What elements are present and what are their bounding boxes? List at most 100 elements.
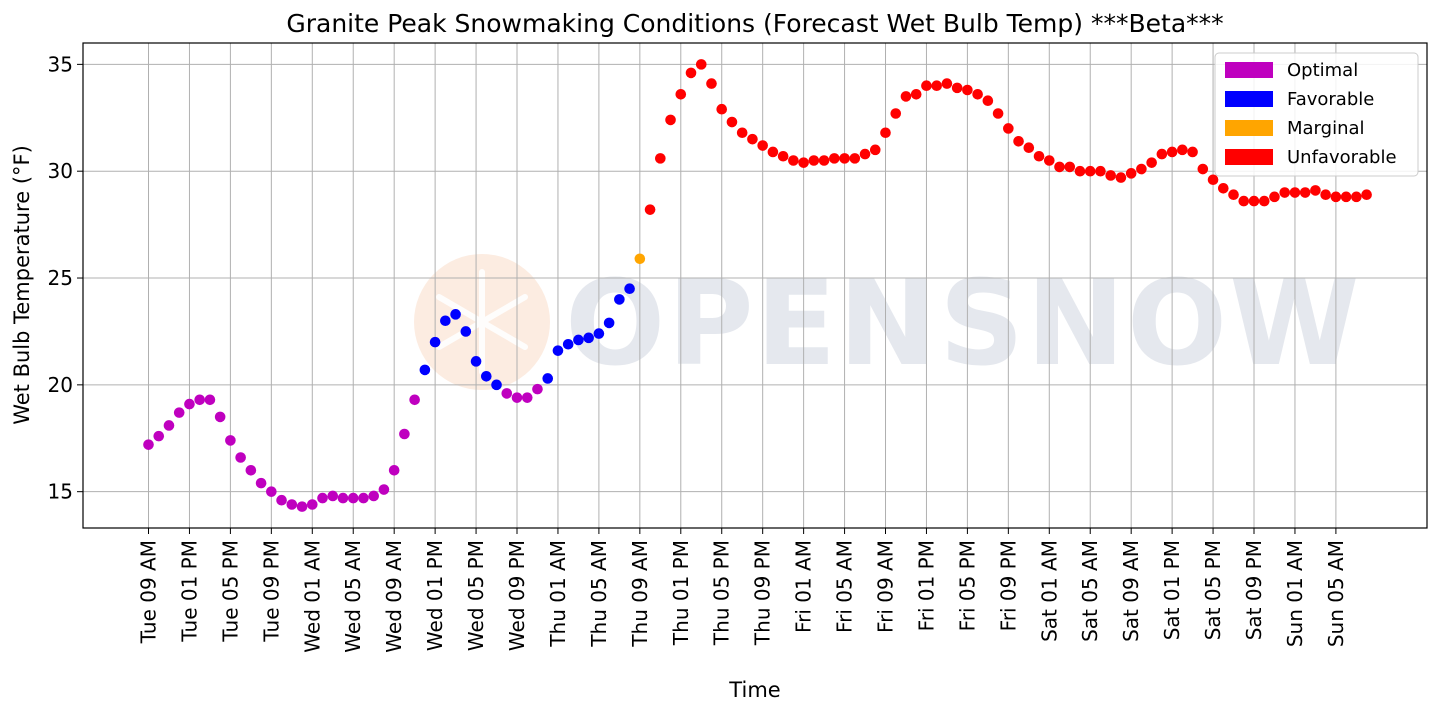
data-point-optimal [368, 490, 380, 502]
x-tick-label: Fri 09 PM [996, 540, 1020, 631]
data-point-optimal [225, 435, 236, 446]
legend-label-marginal: Marginal [1287, 118, 1365, 139]
x-tick-label: Sat 01 AM [1037, 540, 1061, 642]
data-point-unfavorable [818, 155, 830, 166]
y-tick-label: 25 [48, 266, 73, 290]
data-point-unfavorable [1207, 174, 1219, 186]
data-point-favorable [450, 309, 461, 320]
x-tick-label: Thu 01 AM [546, 540, 570, 648]
data-point-unfavorable [972, 88, 983, 100]
data-point-optimal [173, 407, 185, 418]
data-point-optimal [255, 477, 267, 489]
data-point-unfavorable [1351, 191, 1362, 203]
data-point-unfavorable [665, 114, 676, 126]
data-point-unfavorable [675, 88, 687, 100]
data-point-optimal [327, 490, 339, 502]
x-tick-label: Sun 05 AM [1324, 540, 1348, 647]
y-tick-label: 30 [48, 159, 73, 183]
data-point-optimal [347, 492, 359, 504]
data-point-unfavorable [1125, 168, 1137, 179]
watermark-text: OPENSNOW [565, 254, 1361, 392]
data-point-unfavorable [726, 116, 738, 128]
y-tick-label: 35 [48, 52, 73, 76]
data-point-unfavorable [982, 95, 994, 106]
data-point-optimal [276, 494, 287, 506]
data-point-unfavorable [1269, 191, 1280, 203]
data-point-favorable [552, 345, 564, 356]
x-tick-label: Wed 01 AM [300, 540, 324, 653]
x-tick-label: Wed 05 AM [341, 540, 365, 653]
x-tick-label: Sun 01 AM [1283, 540, 1307, 647]
legend-label-unfavorable: Unfavorable [1287, 147, 1397, 168]
data-point-optimal [399, 428, 410, 440]
data-point-optimal [409, 394, 420, 406]
legend-swatch-unfavorable [1225, 149, 1273, 165]
legend-swatch-marginal [1225, 120, 1273, 136]
data-point-optimal [235, 452, 246, 463]
data-point-optimal [143, 439, 154, 450]
data-point-optimal [245, 465, 257, 476]
data-point-favorable [583, 332, 594, 344]
x-tick-label: Thu 09 AM [628, 540, 652, 648]
y-axis-label: Wet Bulb Temperature (°F) [10, 145, 34, 425]
data-point-optimal [153, 430, 165, 442]
data-point-optimal [521, 392, 533, 403]
x-tick-label: Fri 05 AM [833, 540, 857, 633]
data-points [143, 59, 1372, 512]
data-point-unfavorable [1361, 189, 1372, 200]
x-tick-label: Thu 05 PM [710, 540, 734, 646]
data-point-optimal [204, 394, 216, 406]
data-point-unfavorable [1043, 155, 1055, 166]
data-point-unfavorable [941, 78, 953, 89]
data-point-unfavorable [1003, 123, 1014, 134]
x-tick-label: Sat 05 AM [1078, 540, 1102, 642]
x-tick-label: Sat 05 PM [1201, 540, 1225, 640]
data-point-favorable [542, 373, 554, 384]
data-point-unfavorable [1115, 172, 1127, 183]
data-point-optimal [194, 394, 205, 406]
x-tick-label: Wed 01 PM [423, 540, 447, 651]
data-point-unfavorable [1033, 150, 1045, 162]
data-point-unfavorable [1156, 148, 1168, 160]
x-tick-label: Sat 01 PM [1160, 540, 1184, 640]
data-point-optimal [296, 501, 308, 512]
data-point-unfavorable [839, 153, 850, 164]
data-point-unfavorable [644, 204, 656, 215]
data-point-favorable [419, 364, 431, 376]
data-point-unfavorable [747, 133, 758, 145]
data-point-unfavorable [962, 84, 973, 96]
x-tick-label: Wed 05 PM [464, 540, 488, 651]
data-point-unfavorable [1166, 146, 1178, 158]
legend-box [1214, 52, 1419, 177]
data-point-unfavorable [685, 67, 697, 79]
x-tick-label: Fri 01 AM [792, 540, 816, 633]
data-point-optimal [317, 492, 328, 504]
x-tick-label: Sat 09 AM [1119, 540, 1143, 642]
snowflake-logo-icon [414, 254, 550, 390]
data-point-favorable [603, 317, 615, 329]
data-point-unfavorable [951, 82, 963, 94]
data-point-favorable [460, 326, 472, 337]
data-point-favorable [562, 338, 574, 350]
data-point-optimal [306, 499, 318, 510]
data-point-optimal [286, 499, 298, 510]
data-point-optimal [266, 486, 277, 497]
data-point-unfavorable [1340, 191, 1352, 203]
y-tick-label: 20 [48, 373, 73, 397]
data-point-unfavorable [1136, 163, 1147, 175]
x-tick-label: Thu 09 PM [751, 540, 775, 646]
data-point-optimal [511, 392, 523, 403]
data-point-unfavorable [1074, 165, 1086, 177]
data-point-unfavorable [757, 140, 768, 151]
data-point-unfavorable [1054, 161, 1065, 173]
legend-swatch-optimal [1225, 62, 1273, 78]
x-tick-label: Wed 09 PM [505, 540, 529, 651]
axes: Tue 09 AM Tue 01 PM Tue 05 PM Tue 09 PM Wed … [48, 42, 1428, 653]
data-point-optimal [214, 411, 226, 423]
data-point-unfavorable [808, 155, 820, 166]
data-point-optimal [532, 383, 543, 395]
data-point-unfavorable [1095, 165, 1106, 177]
plot-frame [82, 42, 1428, 529]
data-point-favorable [614, 294, 625, 305]
